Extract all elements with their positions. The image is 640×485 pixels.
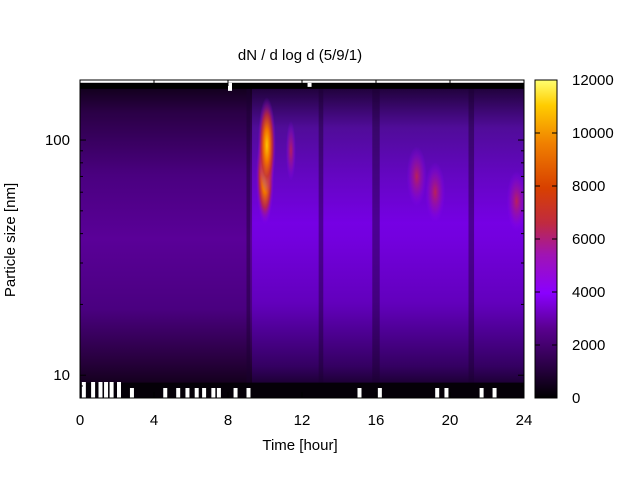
missing-data-cell [202,388,207,398]
missing-data-cell [98,382,103,398]
heatmap-bottom-edge [80,382,524,398]
heatmap-dark-streak [318,80,324,398]
missing-data-cell [216,388,221,398]
heatmap-feature-6 [506,171,524,232]
heatmap-feature-5 [425,162,446,223]
colorbar: 0 2000 4000 6000 8000 10000 12000 [534,72,614,407]
missing-data-cell [104,382,109,398]
x-tick-label: 8 [224,412,232,429]
missing-data-cell [185,388,190,398]
missing-data-cell [176,388,181,398]
colorbar-tick-label: 12000 [572,72,614,89]
y-axis: 10 100 [45,132,524,399]
x-tick-label: 20 [442,412,459,429]
missing-data-cell [194,388,199,398]
heatmap-dark-streak [468,80,475,398]
x-axis-label: Time [hour] [262,437,337,454]
colorbar-tick-label: 4000 [572,284,605,301]
x-tick-label: 16 [368,412,385,429]
colorbar-tick-label: 0 [572,390,580,407]
missing-data-cell [246,388,251,398]
missing-data-cell [91,382,96,398]
y-axis-label: Particle size [nm] [2,183,19,297]
colorbar-tick-label: 6000 [572,231,605,248]
colorbar-tick-label: 2000 [572,337,605,354]
colorbar-tick-label: 8000 [572,178,605,195]
missing-data-cell [444,388,449,398]
missing-data-cell [117,382,121,398]
x-tick-label: 4 [150,412,158,429]
heatmap-dark-streak [372,80,380,398]
missing-data-cell [492,388,497,398]
missing-data-cell [228,82,232,91]
plot-area [80,80,524,398]
missing-data-cell [163,388,168,398]
x-tick-label: 0 [76,412,84,429]
missing-data-cell [109,382,114,398]
heatmap-feature-2 [257,97,276,194]
missing-data-cell [81,382,86,398]
heatmap-feature-3 [285,120,296,181]
y-tick-label: 100 [45,132,70,149]
x-tick-label: 24 [516,412,533,429]
x-tick-label: 12 [294,412,311,429]
missing-data-cell [129,388,134,398]
missing-data-cell [377,388,382,398]
missing-data-cell [357,388,362,398]
missing-data-cell [233,388,238,398]
heatmap-dark-streak [246,80,251,398]
colorbar-tick-label: 10000 [572,125,614,142]
missing-data-cell [479,388,484,398]
chart-title: dN / d log d (5/9/1) [238,47,362,64]
x-axis: 0 4 8 12 16 20 24 [76,80,533,429]
missing-data-cell [435,388,440,398]
heatmap-bright-band [252,80,524,398]
y-tick-label: 10 [53,367,70,384]
missing-data-cell [307,82,312,87]
missing-data-cell [211,388,216,398]
heatmap-feature-4 [406,146,427,207]
